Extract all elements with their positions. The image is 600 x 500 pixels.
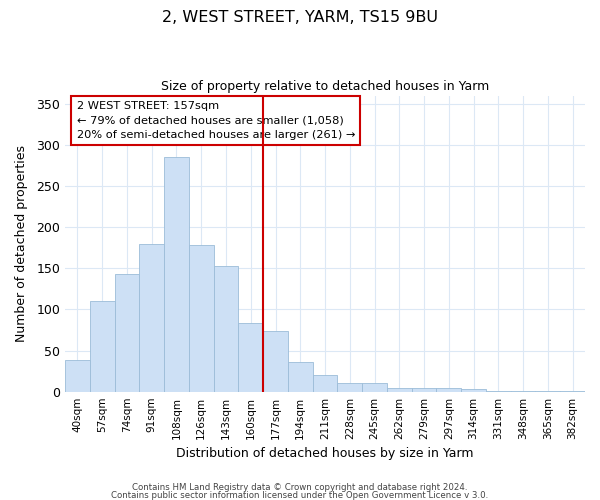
Bar bbox=[238, 322, 263, 392]
Title: Size of property relative to detached houses in Yarm: Size of property relative to detached ho… bbox=[161, 80, 489, 93]
Bar bbox=[436, 388, 461, 392]
Bar bbox=[214, 266, 238, 392]
Bar bbox=[337, 382, 362, 392]
Bar bbox=[461, 389, 486, 392]
Text: Contains public sector information licensed under the Open Government Licence v : Contains public sector information licen… bbox=[112, 490, 488, 500]
Bar bbox=[535, 391, 560, 392]
Bar bbox=[486, 391, 511, 392]
Bar bbox=[560, 391, 585, 392]
Bar bbox=[511, 391, 535, 392]
Text: 2, WEST STREET, YARM, TS15 9BU: 2, WEST STREET, YARM, TS15 9BU bbox=[162, 10, 438, 25]
Bar bbox=[139, 244, 164, 392]
Bar bbox=[65, 360, 90, 392]
Bar bbox=[164, 157, 189, 392]
Y-axis label: Number of detached properties: Number of detached properties bbox=[15, 145, 28, 342]
Bar bbox=[362, 382, 387, 392]
Bar bbox=[115, 274, 139, 392]
Bar bbox=[387, 388, 412, 392]
X-axis label: Distribution of detached houses by size in Yarm: Distribution of detached houses by size … bbox=[176, 447, 474, 460]
Bar bbox=[90, 301, 115, 392]
Bar bbox=[288, 362, 313, 392]
Bar bbox=[313, 375, 337, 392]
Text: 2 WEST STREET: 157sqm
← 79% of detached houses are smaller (1,058)
20% of semi-d: 2 WEST STREET: 157sqm ← 79% of detached … bbox=[77, 102, 355, 140]
Bar bbox=[189, 246, 214, 392]
Bar bbox=[412, 388, 436, 392]
Bar bbox=[263, 331, 288, 392]
Text: Contains HM Land Registry data © Crown copyright and database right 2024.: Contains HM Land Registry data © Crown c… bbox=[132, 484, 468, 492]
